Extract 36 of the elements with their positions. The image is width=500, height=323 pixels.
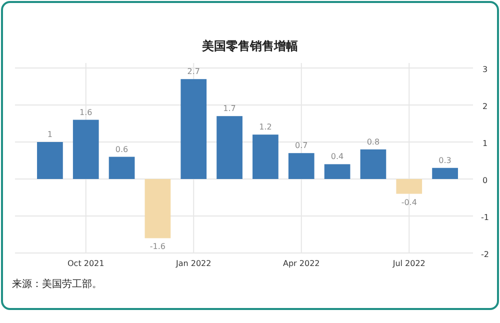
data-label: 2.7 <box>187 67 200 76</box>
y-tick-label: 3 <box>482 65 488 74</box>
y-tick-label: -1 <box>481 213 489 222</box>
y-tick-label: 1 <box>482 139 488 148</box>
x-tick-label: Jan 2022 <box>175 259 212 268</box>
data-label: 1 <box>47 130 53 139</box>
data-label: 0.3 <box>438 156 452 165</box>
data-label: 0.6 <box>115 144 128 154</box>
data-label: -1.6 <box>150 242 166 252</box>
y-tick-label: 0 <box>482 176 488 185</box>
data-label: 0.8 <box>366 137 380 146</box>
bar <box>108 156 135 179</box>
x-tick-label: Oct 2021 <box>68 259 104 268</box>
chart-title: 美国零售销售增幅 <box>201 39 298 53</box>
bar <box>252 134 278 179</box>
data-label: 1.7 <box>223 104 236 114</box>
bar <box>432 168 458 179</box>
x-tick-label: Apr 2022 <box>283 259 320 268</box>
bar <box>180 79 207 179</box>
bar <box>288 153 314 179</box>
source-note: 来源：美国劳工部。 <box>12 278 102 290</box>
bar <box>216 116 242 179</box>
y-tick-label: 2 <box>482 102 488 111</box>
data-label: 0.7 <box>295 141 308 150</box>
data-label: 1.6 <box>80 108 92 117</box>
y-tick-label: -2 <box>481 250 489 259</box>
data-label: -0.4 <box>401 198 417 207</box>
bar <box>324 164 350 179</box>
bar <box>72 120 99 179</box>
bar <box>396 179 422 194</box>
data-label: 1.2 <box>259 122 272 132</box>
bar <box>37 142 63 179</box>
data-label: 0.4 <box>330 152 344 162</box>
x-tick-label: Jul 2022 <box>392 259 426 268</box>
bar <box>144 179 171 238</box>
bar <box>360 149 386 179</box>
